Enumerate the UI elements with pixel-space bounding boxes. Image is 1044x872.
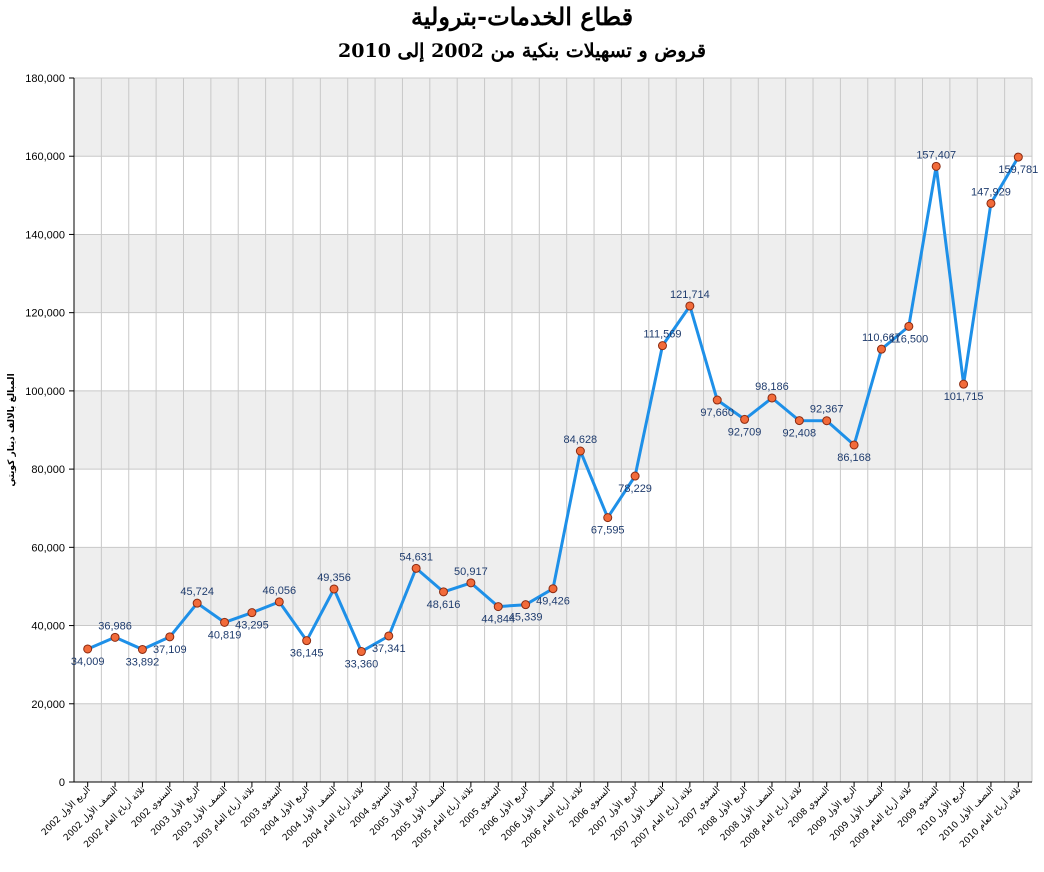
data-point (822, 416, 832, 426)
data-label: 43,295 (235, 620, 269, 632)
data-point (767, 393, 777, 403)
background-bands (74, 78, 1032, 782)
y-tick-label: 40,000 (31, 621, 65, 633)
data-label: 49,426 (536, 596, 570, 608)
data-point (493, 602, 503, 612)
grid-band (74, 390, 1032, 470)
data-point (274, 597, 284, 607)
data-label: 157,407 (916, 149, 956, 161)
data-point (110, 632, 120, 642)
data-markers (83, 152, 1023, 657)
y-tick-label: 60,000 (31, 542, 65, 554)
data-point (466, 578, 476, 588)
data-label: 67,595 (591, 525, 625, 537)
data-label: 40,819 (208, 629, 242, 641)
data-label: 33,360 (345, 659, 379, 671)
data-label: 98,186 (755, 381, 789, 393)
data-label: 97,660 (700, 407, 734, 419)
x-tick-label: الربع الأول 2002 (39, 784, 93, 838)
data-label: 121,714 (670, 289, 710, 301)
data-point (439, 587, 449, 597)
data-point (712, 395, 722, 405)
y-tick-label: 80,000 (31, 464, 65, 476)
data-label: 101,715 (944, 391, 984, 403)
data-label: 45,724 (180, 586, 214, 598)
data-point (575, 446, 585, 456)
data-label: 45,339 (509, 612, 543, 624)
data-label: 92,709 (728, 426, 762, 438)
data-point (137, 644, 147, 654)
data-point (876, 344, 886, 354)
data-label: 159,781 (998, 164, 1038, 176)
data-label: 49,356 (317, 572, 351, 584)
data-point (548, 584, 558, 594)
data-point (521, 600, 531, 610)
data-point (603, 513, 613, 523)
data-label: 92,408 (783, 428, 817, 440)
data-point (630, 471, 640, 481)
data-point (329, 584, 339, 594)
y-axis-label: المبالغ بالالف دينار كويتي (7, 373, 17, 486)
data-point (657, 341, 667, 351)
data-label: 44,844 (481, 614, 515, 626)
data-label: 37,341 (372, 643, 406, 655)
y-tick-label: 0 (59, 777, 65, 789)
data-point (986, 198, 996, 208)
data-point (1013, 152, 1023, 162)
data-label: 46,056 (262, 585, 296, 597)
data-label: 78,229 (618, 483, 652, 495)
y-tick-label: 140,000 (25, 229, 65, 241)
grid-band (74, 234, 1032, 313)
data-label: 36,145 (290, 648, 324, 660)
data-point (247, 608, 257, 618)
data-point (904, 321, 914, 331)
grid-band (74, 703, 1032, 782)
data-label: 33,892 (126, 656, 160, 668)
y-tick-label: 180,000 (25, 73, 65, 85)
data-point (83, 644, 93, 654)
data-label: 110,667 (862, 332, 901, 344)
data-point (794, 416, 804, 426)
data-point (165, 632, 175, 642)
y-tick-label: 160,000 (25, 151, 65, 163)
data-point (685, 301, 695, 311)
data-point (192, 598, 202, 608)
chart-subtitle: قروض و تسهيلات بنكية من 2002 إلى 2010 (338, 40, 706, 62)
data-point (384, 631, 394, 641)
data-point (220, 617, 230, 627)
data-label: 116,500 (889, 333, 928, 345)
data-label: 86,168 (837, 452, 871, 464)
data-point (740, 414, 750, 424)
chart-title: قطاع الخدمات-بترولية (410, 2, 634, 31)
data-label: 84,628 (564, 434, 598, 446)
data-label: 36,986 (98, 620, 132, 632)
data-label: 54,631 (399, 551, 433, 563)
y-tick-labels: 0 20,000 40,000 60,000 80,000 100,000 120,000 1… (25, 73, 65, 789)
data-label: 50,917 (454, 566, 488, 578)
data-label: 147,929 (971, 186, 1011, 198)
axes (69, 77, 1032, 787)
grid-band (74, 78, 1032, 157)
data-label: 37,109 (153, 644, 187, 656)
data-point (302, 636, 312, 646)
y-tick-label: 120,000 (25, 308, 65, 320)
data-label: 92,367 (810, 404, 844, 416)
data-label: 111,569 (643, 329, 681, 341)
data-point (931, 161, 941, 171)
data-point (356, 647, 366, 657)
data-point (411, 563, 421, 573)
data-point (849, 440, 859, 450)
data-label: 48,616 (427, 599, 461, 611)
y-tick-label: 100,000 (25, 386, 65, 398)
data-label: 34,009 (71, 656, 105, 668)
data-point (959, 379, 969, 389)
y-tick-label: 20,000 (31, 699, 65, 711)
